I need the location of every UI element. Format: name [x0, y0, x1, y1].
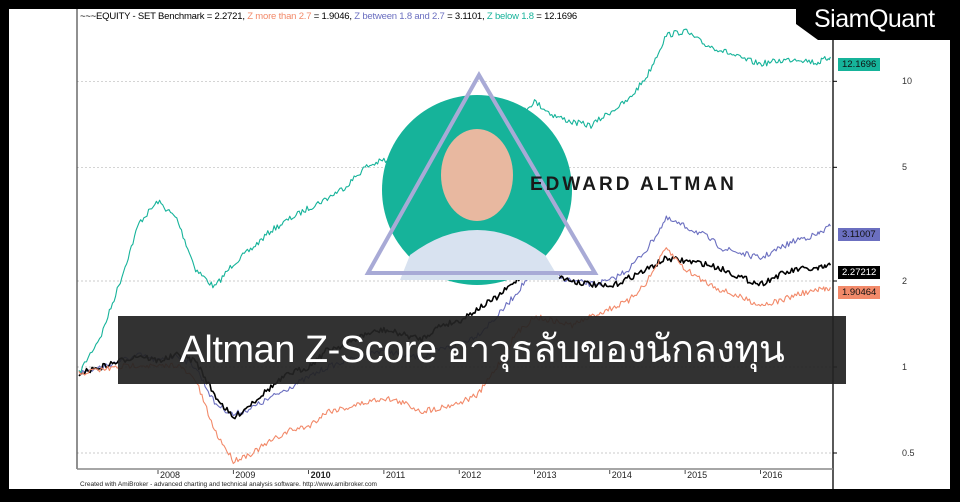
legend-z-more-value: = 1.9046, [311, 11, 352, 22]
chart-legend: ~~~EQUITY - SET Benchmark = 2.2721, Z mo… [80, 11, 577, 22]
last-value-tag: 12.1696 [838, 58, 881, 71]
x-tick-label: 2014 [611, 470, 632, 480]
y-tick-label: 0.5 [902, 448, 915, 458]
x-tick-label: 2016 [762, 470, 783, 480]
x-tick-label: 2009 [235, 470, 256, 480]
y-tick-label: 10 [902, 76, 913, 87]
person-name: EDWARD ALTMAN [530, 174, 737, 195]
title-banner: Altman Z-Score อาวุธลับของนักลงทุน [118, 316, 846, 384]
legend-z-below: Z below 1.8 [486, 11, 534, 22]
portrait-shirt [400, 230, 560, 280]
triangle-icon [364, 70, 599, 275]
x-tick-label: 2010 [310, 470, 331, 480]
logo-text: SiamQuant [814, 5, 935, 33]
x-tick-label: 2013 [536, 470, 557, 480]
y-tick-label: 1 [902, 362, 908, 372]
legend-benchmark: ~~~EQUITY - SET Benchmark = 2.2721, [80, 11, 245, 22]
legend-z-more: Z more than 2.7 [247, 11, 312, 22]
amibroker-credit: Created with AmiBroker - advanced charti… [80, 481, 377, 488]
legend-z-between: Z between 1.8 and 2.7 [354, 11, 445, 22]
y-tick-label: 2 [902, 276, 908, 286]
x-tick-label: 2008 [160, 470, 181, 480]
y-tick-label: 5 [902, 162, 908, 173]
series-line-3 [78, 247, 831, 465]
x-tick-label: 2015 [687, 470, 708, 480]
legend-z-below-value: = 12.1696 [533, 11, 578, 22]
x-tick-label: 2012 [461, 470, 482, 480]
legend-z-between-value: = 3.1101, [444, 11, 485, 22]
x-tick-label: 2011 [385, 470, 406, 480]
siamquant-logo: SiamQuant [796, 0, 960, 40]
last-value-tag: 1.90464 [838, 286, 881, 299]
portrait-face [441, 129, 513, 221]
last-value-tag: 2.27212 [838, 266, 881, 279]
last-value-tag: 3.11007 [838, 228, 880, 241]
